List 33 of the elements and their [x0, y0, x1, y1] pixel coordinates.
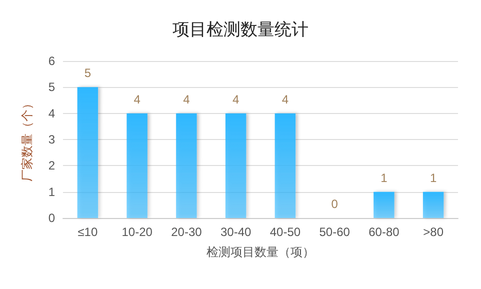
y-tick-label: 2 [48, 158, 56, 173]
bar [176, 113, 197, 218]
bar [374, 192, 394, 218]
data-label: 1 [380, 170, 388, 185]
y-tick-label: 1 [48, 184, 56, 199]
chart-title: 项目检测数量统计 [172, 20, 308, 39]
bar [422, 192, 444, 218]
x-tick-label: 10-20 [122, 225, 153, 239]
y-axis-title: 厂家数量（个） [20, 98, 34, 182]
data-label: 4 [282, 92, 289, 106]
x-tick-label: 40-50 [270, 225, 301, 239]
data-label: 4 [134, 92, 141, 106]
data-label: 0 [331, 197, 338, 211]
x-tick-label: ≤10 [78, 225, 98, 239]
data-label: 1 [430, 170, 437, 185]
x-tick-label: 50-60 [319, 225, 350, 239]
y-tick-label: 6 [48, 54, 56, 68]
x-axis-title: 检测项目数量（项） [206, 245, 314, 259]
y-tick-label: 5 [48, 80, 56, 94]
x-tick-label: 30-40 [220, 225, 252, 239]
bar [274, 113, 296, 218]
data-label: 5 [84, 66, 92, 80]
data-label: 4 [183, 92, 190, 106]
bar [126, 113, 148, 218]
y-tick-label: 4 [48, 106, 56, 120]
x-tick-label: 60-80 [368, 225, 400, 239]
bar [225, 113, 246, 218]
x-tick-label: 20-30 [171, 225, 202, 239]
x-tick-label: >80 [423, 225, 444, 239]
y-tick-label: 0 [48, 211, 56, 225]
bar [77, 87, 98, 218]
data-label: 4 [232, 92, 240, 106]
y-tick-label: 3 [48, 132, 56, 146]
